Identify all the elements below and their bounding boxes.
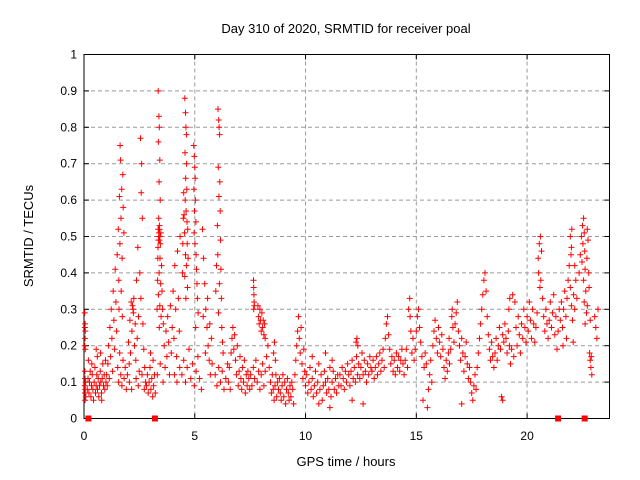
axes-frame bbox=[83, 54, 610, 419]
y-tick-label: 0.7 bbox=[60, 157, 77, 171]
series-zero-flags-marker bbox=[581, 415, 588, 422]
y-tick-label: 0 bbox=[70, 412, 77, 426]
y-tick-label: 0.6 bbox=[60, 193, 77, 207]
chart-title: Day 310 of 2020, SRMTID for receiver poa… bbox=[221, 21, 470, 36]
y-tick-label: 0.8 bbox=[60, 120, 77, 134]
y-tick-label: 0.4 bbox=[60, 266, 77, 280]
x-tick-label: 10 bbox=[299, 429, 313, 443]
data-points bbox=[81, 87, 601, 422]
gridlines bbox=[84, 54, 610, 419]
y-tick-label: 0.3 bbox=[60, 302, 77, 316]
series-zero-flags-marker bbox=[85, 415, 92, 422]
series-SRMTID-markers bbox=[81, 87, 601, 411]
series-zero-flags-marker bbox=[151, 415, 158, 422]
x-tick-label: 20 bbox=[520, 429, 534, 443]
y-tick-label: 0.9 bbox=[60, 84, 77, 98]
x-axis-label: GPS time / hours bbox=[297, 454, 396, 469]
y-tick-label: 0.2 bbox=[60, 339, 77, 353]
x-tick-label: 5 bbox=[191, 429, 198, 443]
y-axis-label: SRMTID / TECUs bbox=[21, 184, 36, 287]
x-tick-label: 15 bbox=[410, 429, 424, 443]
x-tick-label: 0 bbox=[81, 429, 88, 443]
series-zero-flags-marker bbox=[555, 415, 562, 422]
y-tick-label: 0.1 bbox=[60, 375, 77, 389]
tick-labels: 0 5 10 15 20 0 0.1 0.2 0.3 0.4 0.5 0.6 0.7 0.8 0.9 1 bbox=[60, 48, 534, 444]
y-tick-label: 1 bbox=[70, 48, 77, 62]
y-tick-label: 0.5 bbox=[60, 230, 77, 244]
